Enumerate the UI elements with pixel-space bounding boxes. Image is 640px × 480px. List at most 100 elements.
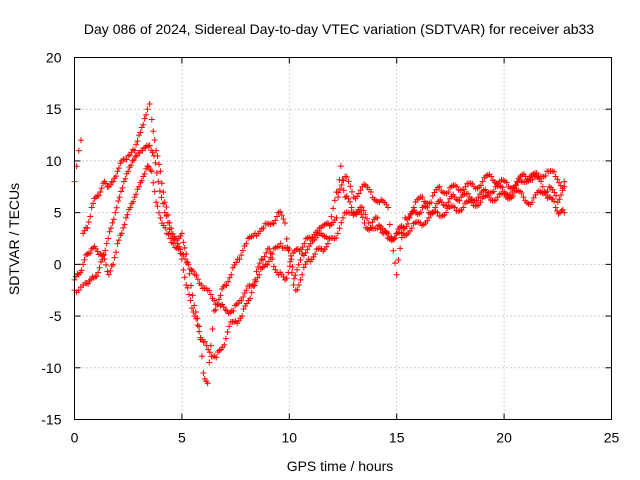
data-point [336,186,343,193]
data-point [290,282,297,289]
data-point [106,228,113,235]
data-point [183,282,190,289]
data-point [217,292,224,299]
data-point [187,297,194,304]
data-point [477,182,484,189]
data-point [304,246,311,253]
data-point [131,194,138,201]
data-point [194,322,201,329]
data-point [115,198,122,205]
data-point [428,199,435,206]
data-point [177,233,184,240]
data-point [180,239,187,246]
data-point [133,191,140,198]
data-point [238,252,245,259]
data-point [561,209,568,216]
data-point [239,247,246,254]
data-point [170,240,177,247]
data-point [184,284,191,291]
data-point [424,217,431,224]
data-point [130,157,137,164]
data-point [138,124,145,131]
data-point [243,287,250,294]
data-point [278,212,285,219]
data-point [408,225,415,232]
data-point [180,266,187,273]
data-point [297,256,304,263]
data-point [105,235,112,242]
data-point [198,353,205,360]
data-point [345,178,352,185]
data-point [167,235,174,242]
data-point [103,240,110,247]
data-point [385,204,392,211]
data-point [153,147,160,154]
data-point [503,179,510,186]
data-point [191,302,198,309]
data-point [115,165,122,172]
data-point [211,297,218,304]
data-point [477,199,484,206]
data-point [239,313,246,320]
data-point [102,247,109,254]
data-point [172,235,179,242]
data-point [206,287,213,294]
data-point [158,180,165,187]
data-point [74,270,81,277]
data-point [154,152,161,159]
data-point [312,251,319,258]
data-point [289,264,296,271]
data-point [148,168,155,175]
data-point [110,178,117,185]
data-point [335,189,342,196]
data-point [292,272,299,279]
data-point [123,156,130,163]
data-point [544,188,551,195]
data-point [135,183,142,190]
data-point [118,188,125,195]
data-point [140,121,147,128]
data-point [87,213,94,220]
data-point [267,254,274,261]
data-point [338,181,345,188]
data-point [323,243,330,250]
data-point [192,308,199,315]
data-point [95,192,102,199]
data-point [462,183,469,190]
data-point [333,214,340,221]
data-point [465,190,472,197]
data-point [453,183,460,190]
data-point [144,163,151,170]
x-tick-label: 25 [604,430,620,446]
data-point [119,184,126,191]
data-point [529,199,536,206]
data-point [288,256,295,263]
data-point [468,199,475,206]
data-point [364,215,371,222]
data-point [324,240,331,247]
data-point [157,168,164,175]
data-point [156,188,163,195]
data-point [133,152,140,159]
data-point [113,249,120,256]
data-point [131,147,138,154]
data-point [410,204,417,211]
data-point [360,207,367,214]
data-point [113,173,120,180]
data-point [443,209,450,216]
data-point [340,177,347,184]
data-point [207,342,214,349]
data-point [182,255,189,262]
data-point [256,260,263,267]
data-point [395,256,402,263]
data-point [128,162,135,169]
data-point [196,328,203,335]
data-point [181,244,188,251]
data-point [343,173,350,180]
data-point [207,291,214,298]
data-point [510,193,517,200]
data-point [348,204,355,211]
data-point [479,178,486,185]
data-point [84,225,91,232]
data-point [104,268,111,275]
